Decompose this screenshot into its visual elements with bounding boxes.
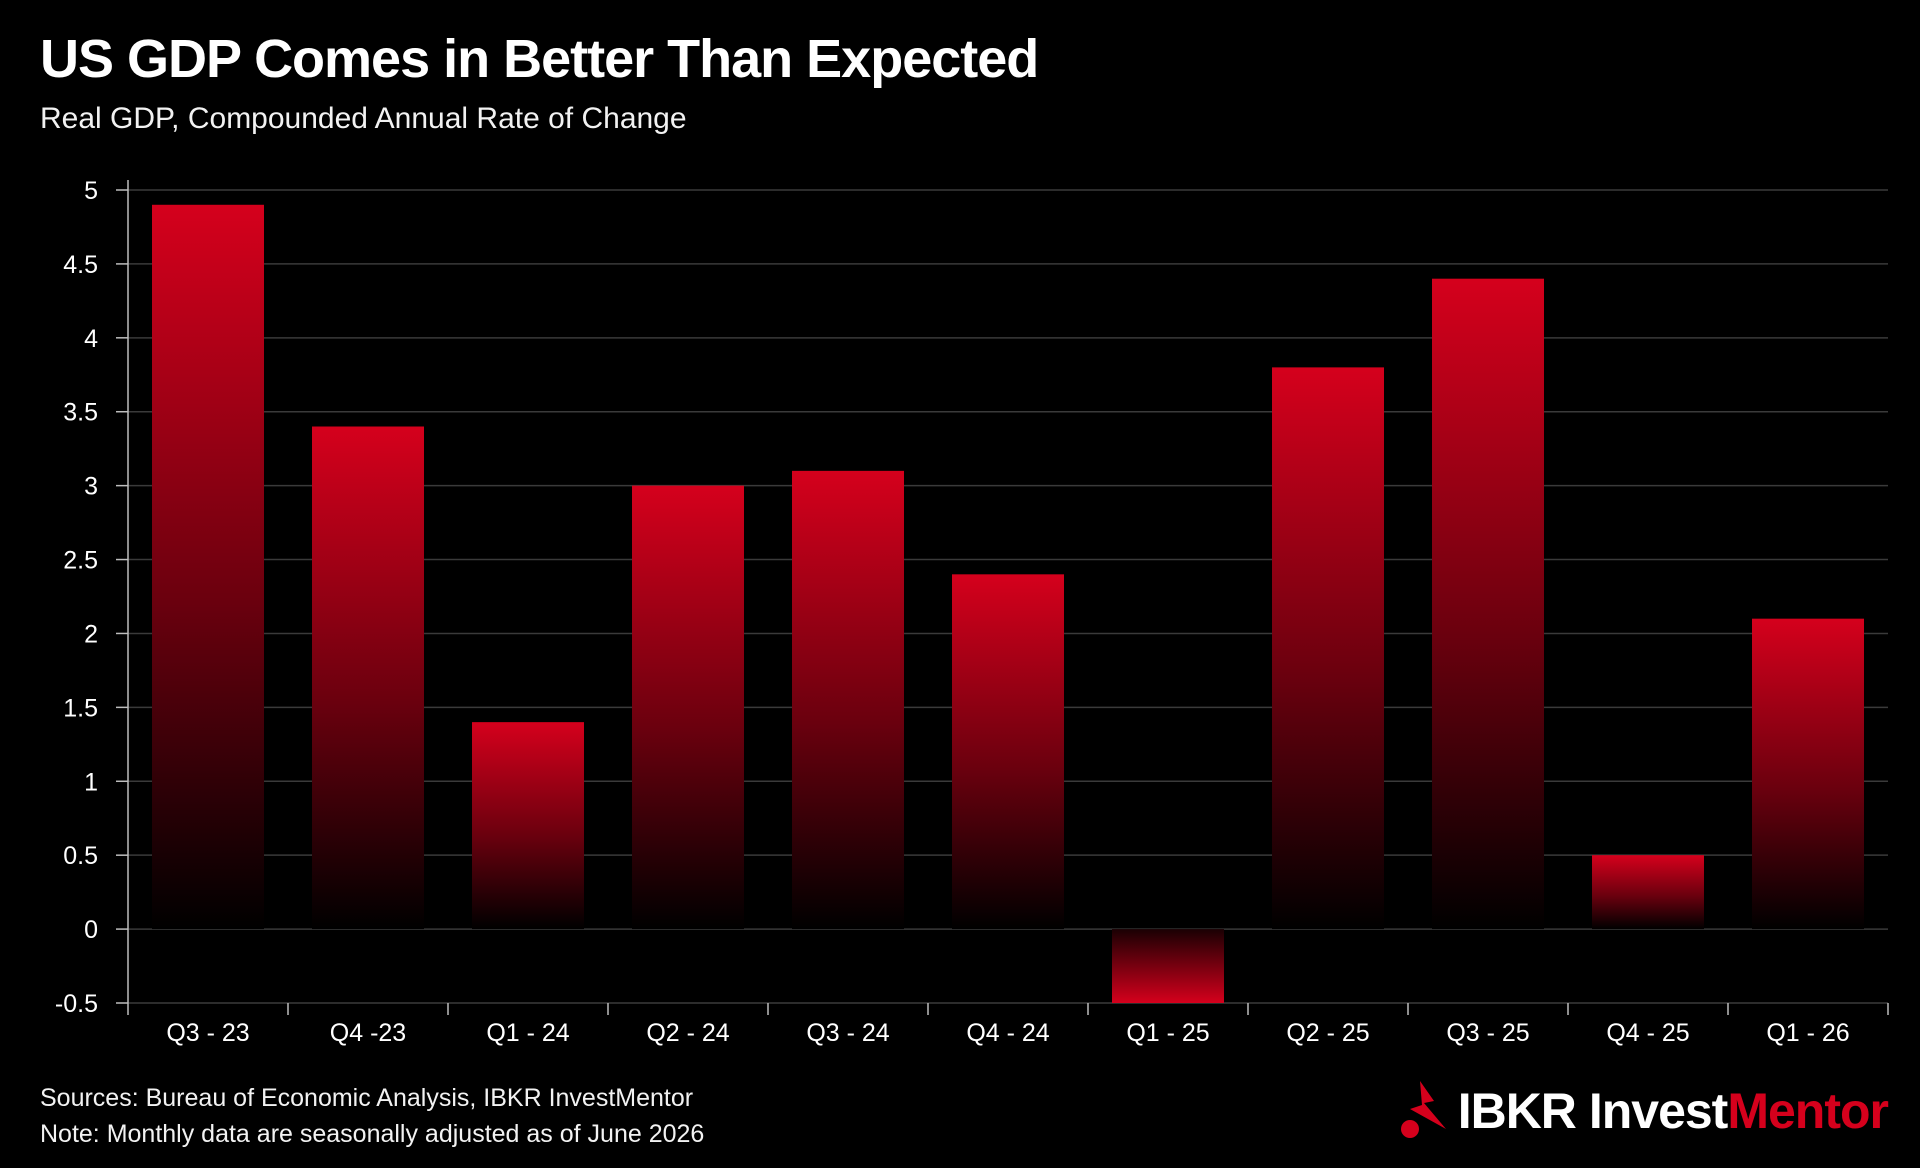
x-tick-label: Q4 -23 <box>330 1019 406 1047</box>
x-tick-labels: Q3 - 23 Q4 -23 Q1 - 24 Q2 - 24 Q3 - 24 Q4 - 2… <box>166 1019 1849 1047</box>
x-tick-label: Q3 - 24 <box>806 1019 889 1047</box>
x-tick-label: Q2 - 25 <box>1286 1019 1369 1047</box>
x-tick-label: Q1 - 24 <box>486 1019 569 1047</box>
x-tick-label: Q3 - 23 <box>166 1019 249 1047</box>
bar-q1-24 <box>472 722 584 930</box>
y-tick-label: 0.5 <box>63 842 98 870</box>
bar-q2-25 <box>1272 367 1384 930</box>
logo-brand: IBKR <box>1457 1083 1577 1139</box>
ibkr-flag-icon <box>1400 1081 1446 1138</box>
x-tick-label: Q4 - 24 <box>966 1019 1049 1047</box>
axes <box>127 180 1889 1015</box>
bar-q2-24 <box>632 485 744 930</box>
y-tick-labels: -0.5 0 0.5 1 1.5 2 2.5 3 3.5 4 4.5 5 <box>55 177 98 1018</box>
ibkr-investmentor-logo: IBKR InvestMentor <box>1400 1078 1889 1144</box>
chart-footer: Sources: Bureau of Economic Analysis, IB… <box>40 1080 704 1152</box>
bar-q1-25 <box>1112 929 1224 1003</box>
x-tick-label: Q4 - 25 <box>1606 1019 1689 1047</box>
logo-invest: Invest <box>1588 1083 1729 1139</box>
y-tick-label: 1 <box>84 768 98 796</box>
y-tick-label: 0 <box>84 916 98 944</box>
y-tick-label: 3 <box>84 473 98 501</box>
y-tick-label: 5 <box>84 177 98 205</box>
logo-mentor: Mentor <box>1727 1083 1889 1139</box>
x-tick-label: Q1 - 25 <box>1126 1019 1209 1047</box>
x-tick-label: Q3 - 25 <box>1446 1019 1529 1047</box>
bar-q3-23 <box>152 204 264 930</box>
y-tick-label: 2 <box>84 620 98 648</box>
bars <box>152 204 1864 1003</box>
chart-title: US GDP Comes in Better Than Expected <box>40 29 1039 89</box>
y-tick-label: 4.5 <box>63 251 98 279</box>
bar-q4-23 <box>312 426 424 930</box>
y-tick-label: 4 <box>84 325 98 353</box>
bar-q4-24 <box>952 574 1064 930</box>
x-tick-label: Q2 - 24 <box>646 1019 729 1047</box>
seasonal-note: Note: Monthly data are seasonally adjust… <box>40 1120 705 1148</box>
bar-q1-26 <box>1752 618 1864 930</box>
y-tick-label: -0.5 <box>55 990 98 1018</box>
x-tick-label: Q1 - 26 <box>1766 1019 1849 1047</box>
bar-q3-24 <box>792 470 904 930</box>
y-tick-label: 2.5 <box>63 547 98 575</box>
y-tick-label: 1.5 <box>63 694 98 722</box>
chart-subtitle: Real GDP, Compounded Annual Rate of Chan… <box>40 102 687 135</box>
y-tick-label: 3.5 <box>63 399 98 427</box>
sources-note: Sources: Bureau of Economic Analysis, IB… <box>40 1084 694 1112</box>
bar-q4-25 <box>1592 855 1704 930</box>
bar-q3-25 <box>1432 278 1544 930</box>
